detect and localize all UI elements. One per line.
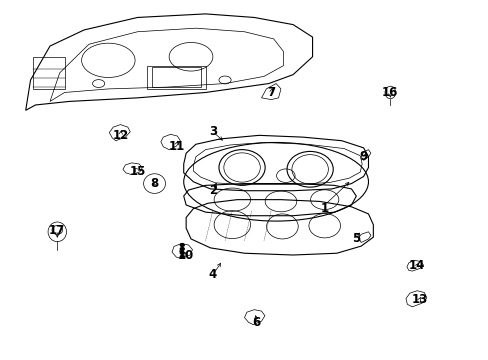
- Text: 3: 3: [208, 125, 217, 138]
- Text: 9: 9: [359, 150, 367, 163]
- Text: 15: 15: [129, 165, 145, 177]
- Text: 12: 12: [112, 129, 128, 142]
- Text: 16: 16: [382, 86, 398, 99]
- Text: 13: 13: [410, 293, 427, 306]
- Text: 5: 5: [351, 233, 360, 246]
- Circle shape: [180, 248, 184, 250]
- Text: 7: 7: [266, 86, 275, 99]
- Text: 17: 17: [49, 224, 65, 237]
- Text: 4: 4: [208, 268, 217, 281]
- Text: 14: 14: [408, 259, 425, 272]
- Text: 11: 11: [168, 140, 184, 153]
- Bar: [152, 67, 201, 87]
- Text: 1: 1: [320, 202, 328, 215]
- Text: 2: 2: [208, 184, 217, 197]
- Circle shape: [180, 255, 184, 258]
- Circle shape: [180, 251, 184, 254]
- Circle shape: [180, 244, 184, 247]
- Text: 10: 10: [178, 248, 194, 261]
- Bar: [147, 66, 205, 89]
- Text: 8: 8: [150, 177, 158, 190]
- Text: 6: 6: [252, 316, 260, 329]
- Bar: [33, 57, 64, 89]
